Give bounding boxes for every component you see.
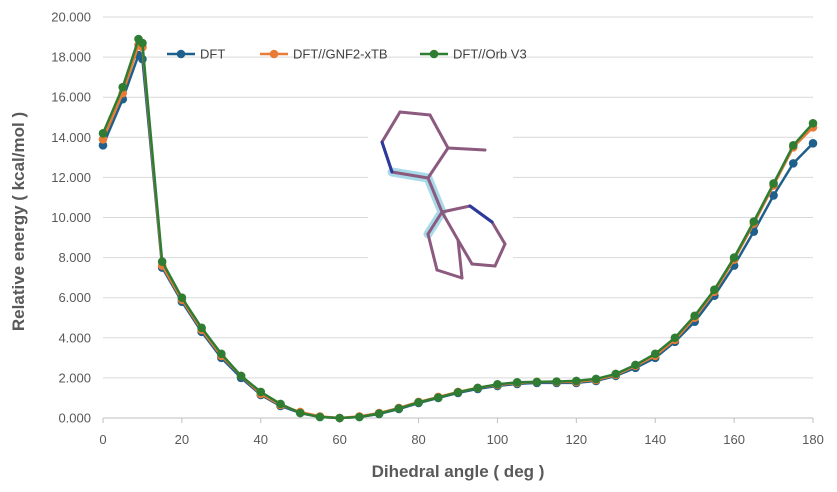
legend-swatch-marker: [429, 49, 439, 59]
data-point: [532, 377, 542, 387]
data-point: [749, 217, 759, 226]
x-tick-label: 80: [411, 432, 425, 447]
data-point: [118, 82, 128, 92]
data-point: [256, 387, 266, 397]
x-tick-label: 120: [565, 432, 587, 447]
data-point: [650, 349, 660, 359]
y-axis-title: Relative energy ( kcal/mol ): [9, 112, 28, 331]
data-point: [157, 257, 167, 266]
molecule-bond: [456, 238, 474, 266]
molecule-bond: [426, 146, 450, 180]
molecule-bond: [380, 110, 402, 144]
molecule-bond: [426, 176, 444, 214]
data-point: [453, 388, 463, 397]
molecule-bond: [428, 113, 450, 150]
legend-swatch-marker: [176, 49, 186, 59]
data-point: [769, 179, 778, 188]
y-tick-label: 6.000: [58, 290, 91, 305]
molecule-bond: [493, 242, 507, 268]
x-tick-label: 0: [99, 432, 106, 447]
x-tick-label: 140: [644, 432, 666, 447]
data-point: [670, 333, 680, 343]
series-line: [101, 37, 814, 420]
y-tick-label: 0.000: [58, 411, 91, 426]
data-point: [138, 38, 147, 48]
molecule-bond: [490, 220, 507, 246]
data-point: [788, 141, 798, 150]
data-point: [236, 371, 246, 381]
y-tick-label: 10.000: [51, 210, 91, 225]
molecule-background: [368, 100, 513, 285]
legend-label: DFT//Orb V3: [453, 47, 527, 62]
legend: DFT DFT//GNF2-xTB DFT//Orb V3: [167, 47, 527, 62]
data-point: [217, 349, 226, 359]
axes: 0.000 2.000 4.000 6.000 8.000 10.000 12.000 14.…: [51, 10, 824, 448]
data-point: [394, 404, 404, 413]
data-point: [335, 413, 344, 423]
legend-swatch-marker: [269, 49, 279, 59]
data-point: [788, 159, 798, 168]
y-tick-label: 2.000: [58, 370, 91, 385]
molecule-bond: [470, 262, 497, 268]
molecule-nitrogen-bond: [468, 204, 494, 224]
molecule-bond: [426, 210, 444, 236]
data-point: [355, 412, 364, 422]
data-point: [769, 191, 778, 200]
data-point: [512, 378, 522, 387]
data-point: [710, 285, 719, 294]
data-point: [808, 139, 818, 148]
molecule-structure-image: [368, 100, 513, 285]
y-tick-label: 18.000: [51, 50, 91, 65]
molecule-nitrogen-bond: [380, 140, 394, 174]
data-point: [98, 135, 108, 144]
x-tick-label: 180: [802, 432, 824, 447]
data-point: [611, 369, 621, 379]
x-tick-label: 40: [254, 432, 268, 447]
data-point: [374, 409, 384, 418]
data-point: [493, 380, 502, 389]
data-point: [315, 412, 325, 422]
molecule-bond: [456, 238, 464, 280]
molecule-bond: [398, 110, 432, 117]
data-point: [414, 398, 423, 407]
y-tick-label: 16.000: [51, 90, 91, 105]
series-3: [98, 34, 818, 423]
data-point: [98, 128, 108, 138]
molecule-bond: [440, 204, 472, 214]
legend-label: DFT: [200, 47, 225, 62]
data-point: [729, 253, 739, 262]
x-axis-title: Dihedral angle ( deg ): [372, 462, 545, 481]
data-point: [276, 399, 285, 409]
x-tick-label: 60: [332, 432, 346, 447]
data-point: [631, 360, 640, 370]
data-point: [552, 377, 561, 386]
data-point: [473, 383, 483, 393]
series-layer: [98, 34, 818, 423]
data-point: [98, 141, 108, 150]
data-point: [177, 293, 187, 303]
data-point: [433, 393, 443, 402]
data-point: [690, 311, 699, 321]
x-tick-label: 160: [723, 432, 745, 447]
y-tick-label: 12.000: [51, 170, 91, 185]
legend-label: DFT//GNF2-xTB: [293, 47, 388, 62]
y-tick-label: 8.000: [58, 250, 91, 265]
molecule-bond: [446, 146, 487, 152]
x-tick-label: 100: [487, 432, 509, 447]
y-tick-label: 20.000: [51, 10, 91, 25]
data-point: [572, 376, 581, 386]
x-tick-label: 20: [175, 432, 189, 447]
data-point: [808, 118, 818, 128]
data-point: [591, 374, 601, 384]
molecule-bond: [426, 232, 439, 272]
data-point: [295, 408, 305, 418]
data-point: [197, 323, 206, 333]
y-tick-label: 14.000: [51, 130, 91, 145]
molecule-bond: [435, 268, 464, 280]
molecule-bond: [390, 170, 430, 180]
y-tick-label: 4.000: [58, 330, 91, 345]
molecule-bond: [440, 210, 460, 242]
